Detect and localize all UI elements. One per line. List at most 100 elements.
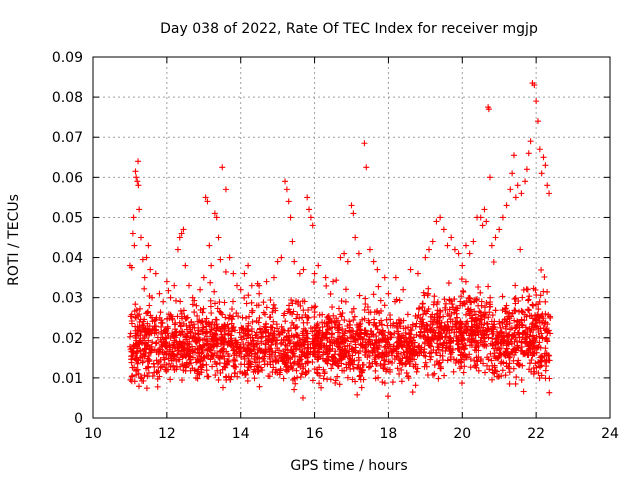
data-point: [163, 278, 170, 285]
y-tick-label: 0.02: [52, 331, 83, 347]
data-point: [422, 254, 429, 261]
data-point: [152, 270, 159, 277]
data-point: [400, 286, 407, 293]
data-point: [330, 278, 337, 285]
y-axis-label: ROTI / TECUs: [6, 194, 22, 286]
data-point: [139, 256, 146, 263]
x-axis-label: GPS time / hours: [290, 458, 407, 474]
y-tick-label: 0.04: [52, 251, 83, 267]
data-point: [518, 190, 525, 197]
data-point: [213, 214, 220, 221]
data-point: [426, 246, 433, 253]
data-point: [414, 270, 421, 277]
data-point: [186, 282, 193, 289]
data-point: [134, 178, 141, 185]
y-tick-label: 0.03: [52, 291, 83, 307]
x-tick-label: 12: [158, 426, 176, 442]
data-point: [462, 242, 469, 249]
data-point: [486, 174, 493, 181]
data-point: [437, 214, 444, 221]
data-point: [509, 170, 516, 177]
data-point: [455, 250, 462, 257]
data-point: [141, 274, 148, 281]
data-point: [381, 274, 388, 281]
data-point: [322, 274, 329, 281]
axes-layer: 10 12 14 16 18 20 22 24 0 0.01 0.02 0.03 0.04 0.05 0.0…: [52, 50, 619, 442]
data-point: [392, 274, 399, 281]
data-point: [374, 266, 381, 273]
data-point: [270, 274, 277, 281]
x-tick-label: 14: [232, 426, 250, 442]
data-point: [527, 138, 534, 145]
data-point: [283, 186, 290, 193]
data-point: [544, 182, 551, 189]
data-point: [160, 298, 167, 305]
y-tick-label: 0.06: [52, 170, 83, 186]
x-tick-label: 16: [306, 426, 324, 442]
data-point: [174, 246, 181, 253]
x-tick-label: 22: [527, 426, 545, 442]
data-point: [483, 218, 490, 225]
data-point: [145, 242, 152, 249]
data-point: [370, 258, 377, 265]
data-point: [230, 270, 237, 277]
data-point: [135, 182, 142, 189]
data-point: [533, 98, 540, 105]
data-point: [208, 262, 215, 269]
noise-marker-layer: [127, 246, 554, 401]
chart-title: Day 038 of 2022, Rate Of TEC Index for r…: [160, 21, 538, 37]
data-point: [245, 262, 252, 269]
data-point: [180, 226, 187, 233]
data-point: [289, 238, 296, 245]
data-point: [531, 82, 538, 89]
data-point: [429, 238, 436, 245]
data-point: [348, 202, 355, 209]
data-point: [296, 270, 303, 277]
data-point: [536, 146, 543, 153]
data-point: [479, 222, 486, 229]
data-point: [352, 234, 359, 241]
plot-frame: [92, 56, 611, 419]
data-point: [136, 206, 143, 213]
data-point: [355, 250, 362, 257]
data-point: [200, 274, 207, 281]
data-point: [470, 238, 477, 245]
data-point: [309, 222, 316, 229]
data-point: [248, 282, 255, 289]
data-point: [129, 230, 136, 237]
data-point: [274, 258, 281, 265]
data-point: [344, 258, 351, 265]
y-tick-label: 0.08: [52, 90, 83, 106]
y-tick-label: 0.09: [52, 50, 83, 66]
data-point: [176, 234, 183, 241]
data-point: [499, 214, 506, 221]
data-point: [540, 154, 547, 161]
data-point: [237, 286, 244, 293]
data-point: [306, 206, 313, 213]
data-point: [138, 234, 145, 241]
data-point: [234, 282, 241, 289]
data-point: [448, 234, 455, 241]
y-tick-label: 0.05: [52, 210, 83, 226]
data-point: [135, 158, 142, 165]
data-point: [337, 254, 344, 261]
data-point: [307, 214, 314, 221]
x-tick-label: 18: [380, 426, 398, 442]
data-point: [189, 294, 196, 301]
data-point: [538, 170, 545, 177]
data-point: [197, 286, 204, 293]
grid-layer: [93, 57, 610, 418]
data-point: [350, 210, 357, 217]
noise-markers: [127, 246, 554, 401]
data-point: [444, 242, 451, 249]
data-point: [202, 194, 209, 201]
data-point: [182, 262, 189, 269]
data-point: [503, 202, 510, 209]
data-point: [206, 242, 213, 249]
data-point: [546, 190, 553, 197]
data-point: [256, 290, 263, 297]
data-point: [147, 266, 154, 273]
data-point: [514, 182, 521, 189]
